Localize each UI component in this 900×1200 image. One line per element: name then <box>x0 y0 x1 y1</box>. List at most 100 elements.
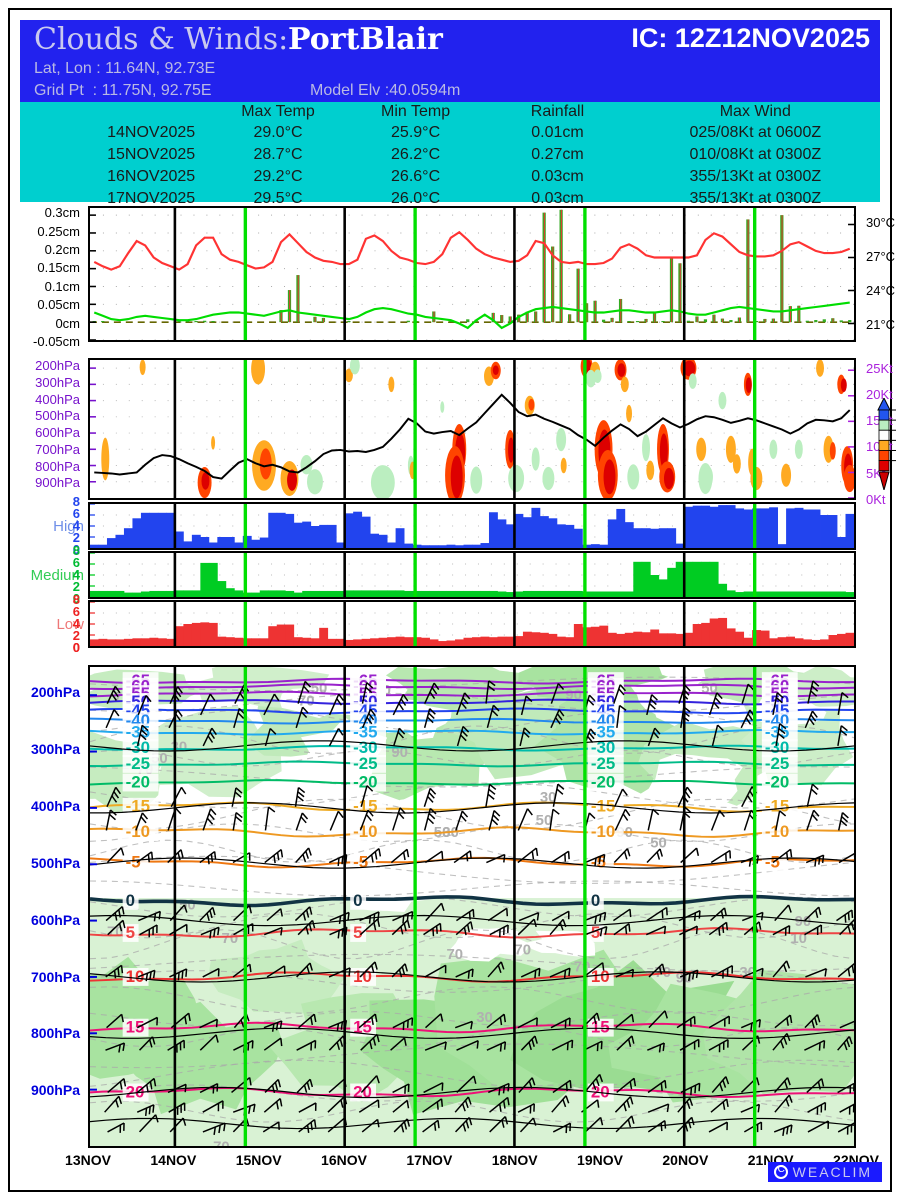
x-tick-19nov: 19NOV <box>577 1152 623 1168</box>
vertical-velocity-panel <box>88 358 856 500</box>
cell-max-wind: 010/08Kt at 0300Z <box>689 146 822 163</box>
svg-text:5: 5 <box>126 923 135 942</box>
rainfall-tick-7: -0.05cm <box>33 334 80 349</box>
daily-summary-table: Max Temp Min Temp Rainfall Max Wind 14NO… <box>20 102 880 207</box>
svg-text:-30: -30 <box>591 738 615 757</box>
high-cloud-panel <box>88 502 856 550</box>
high-cloud-label: High <box>53 518 84 535</box>
svg-text:70: 70 <box>213 1140 230 1146</box>
header-banner: Clouds & Winds: PortBlair IC: 12Z12NOV20… <box>20 20 880 102</box>
rainfall-tick-4: 0.1cm <box>44 278 80 294</box>
medium-cloud-panel-tick-2: 4 <box>72 567 80 582</box>
table-header-row: Max Temp Min Temp Rainfall Max Wind <box>20 102 880 122</box>
col-head-min-temp: Min Temp <box>381 103 451 120</box>
svg-text:-5: -5 <box>765 853 780 872</box>
svg-text:10: 10 <box>591 967 610 986</box>
cell-min-temp: 26.0°C <box>391 190 441 207</box>
rainfall-tick-6: 0cm <box>55 315 80 331</box>
weaclim-logo: WEACLIM <box>767 1162 882 1182</box>
vv-pressure-tick-6: 800hPa <box>35 458 80 474</box>
main-pressure-tick-1: 300hPa <box>30 741 80 758</box>
x-tick-16nov: 16NOV <box>321 1152 367 1168</box>
x-tick-20nov: 20NOV <box>662 1152 709 1168</box>
cell-max-wind: 355/13Kt at 0300Z <box>689 168 822 185</box>
vv-pressure-tick-3: 500hPa <box>35 408 80 424</box>
main-pressure-tick-2: 400hPa <box>30 798 80 815</box>
low-cloud-panel-tick-2: 4 <box>72 616 80 631</box>
svg-text:-20: -20 <box>591 773 615 792</box>
cell-min-temp: 26.6°C <box>391 168 441 185</box>
svg-text:70: 70 <box>107 924 124 940</box>
vv-pressure-tick-5: 700hPa <box>35 441 80 457</box>
medium-cloud-label: Medium <box>30 567 84 584</box>
svg-text:50: 50 <box>536 813 553 829</box>
svg-text:70: 70 <box>514 942 531 958</box>
table-row: 16NOV2025 29.2°C 26.6°C 0.03cm 355/13Kt at 0… <box>20 166 880 188</box>
x-tick-15nov: 15NOV <box>235 1152 282 1168</box>
svg-text:-25: -25 <box>353 754 377 773</box>
svg-text:15: 15 <box>591 1018 610 1037</box>
svg-text:-10: -10 <box>126 822 150 841</box>
medium-cloud-panel-tick-3: 2 <box>72 579 80 594</box>
medium-cloud-panel-tick-4: 0 <box>72 591 80 606</box>
high-cloud-panel-tick-1: 6 <box>72 506 80 521</box>
cell-max-temp: 29.0°C <box>253 124 303 141</box>
cell-date: 17NOV2025 <box>107 190 196 207</box>
svg-text:70: 70 <box>298 693 315 709</box>
rainfall-tick-1: 0.25cm <box>37 223 80 239</box>
medium-cloud-panel-tick-0: 8 <box>72 543 80 558</box>
svg-text:10: 10 <box>353 967 372 986</box>
svg-text:-15: -15 <box>126 797 150 816</box>
cell-rainfall: 0.01cm <box>531 124 584 141</box>
svg-text:-25: -25 <box>591 754 615 773</box>
svg-text:50: 50 <box>650 835 667 851</box>
svg-text:70: 70 <box>447 947 464 963</box>
temp-tick-1: 27°C <box>866 249 896 264</box>
table-row: 17NOV2025 29.5°C 26.0°C 0.03cm 355/13Kt at 0… <box>20 188 880 210</box>
low-cloud-panel-tick-4: 0 <box>72 640 80 655</box>
lat-lon-text: Lat, Lon : 11.64N, 92.73E <box>34 60 216 77</box>
vv-pressure-tick-0: 200hPa <box>35 358 80 374</box>
svg-text:0: 0 <box>353 891 362 910</box>
svg-text:-10: -10 <box>353 822 377 841</box>
x-tick-18nov: 18NOV <box>491 1152 538 1168</box>
svg-text:50: 50 <box>701 681 718 697</box>
chart-frame: Clouds & Winds: PortBlair IC: 12Z12NOV20… <box>8 8 896 1192</box>
main-pressure-tick-3: 500hPa <box>30 854 80 871</box>
svg-text:5: 5 <box>353 923 362 942</box>
initial-condition-label: IC: 12Z12NOV2025 <box>631 23 870 53</box>
svg-text:0: 0 <box>591 891 600 910</box>
cell-rainfall: 0.03cm <box>531 168 584 185</box>
svg-text:5: 5 <box>591 923 600 942</box>
svg-text:-35: -35 <box>353 722 377 741</box>
station-name: PortBlair <box>288 22 443 57</box>
windspeed-tick-5: 0Kt <box>866 492 886 507</box>
cell-date: 14NOV2025 <box>107 124 196 141</box>
svg-text:-30: -30 <box>765 738 789 757</box>
svg-text:-5: -5 <box>353 853 368 872</box>
vv-pressure-tick-4: 600hPa <box>35 425 80 441</box>
cell-max-wind: 025/08Kt at 0600Z <box>689 124 822 141</box>
high-cloud-panel-tick-2: 4 <box>72 518 80 533</box>
svg-text:-30: -30 <box>126 738 150 757</box>
cell-rainfall: 0.27cm <box>531 146 584 163</box>
svg-text:15: 15 <box>126 1018 145 1037</box>
cell-max-temp: 29.5°C <box>253 190 303 207</box>
low-cloud-panel-tick-1: 6 <box>72 604 80 619</box>
svg-text:0: 0 <box>126 891 135 910</box>
high-cloud-panel-tick-4: 0 <box>72 542 80 557</box>
col-head-max-wind: Max Wind <box>719 103 791 120</box>
windspeed-tick-0: 25Kt <box>866 360 893 376</box>
cell-max-wind: 355/13Kt at 0300Z <box>689 190 822 207</box>
high-cloud-panel-tick-3: 2 <box>72 530 80 545</box>
page-title: Clouds & Winds: <box>34 22 289 57</box>
svg-text:90: 90 <box>565 688 582 704</box>
svg-text:-15: -15 <box>591 797 615 816</box>
vv-pressure-tick-2: 400hPa <box>35 391 80 407</box>
main-pressure-tick-4: 600hPa <box>30 911 80 928</box>
svg-text:30: 30 <box>476 1010 493 1026</box>
x-tick-14nov: 14NOV <box>150 1152 197 1168</box>
medium-cloud-panel-tick-1: 6 <box>72 555 80 570</box>
col-head-max-temp: Max Temp <box>241 103 315 120</box>
temp-tick-0: 30°C <box>866 215 896 230</box>
